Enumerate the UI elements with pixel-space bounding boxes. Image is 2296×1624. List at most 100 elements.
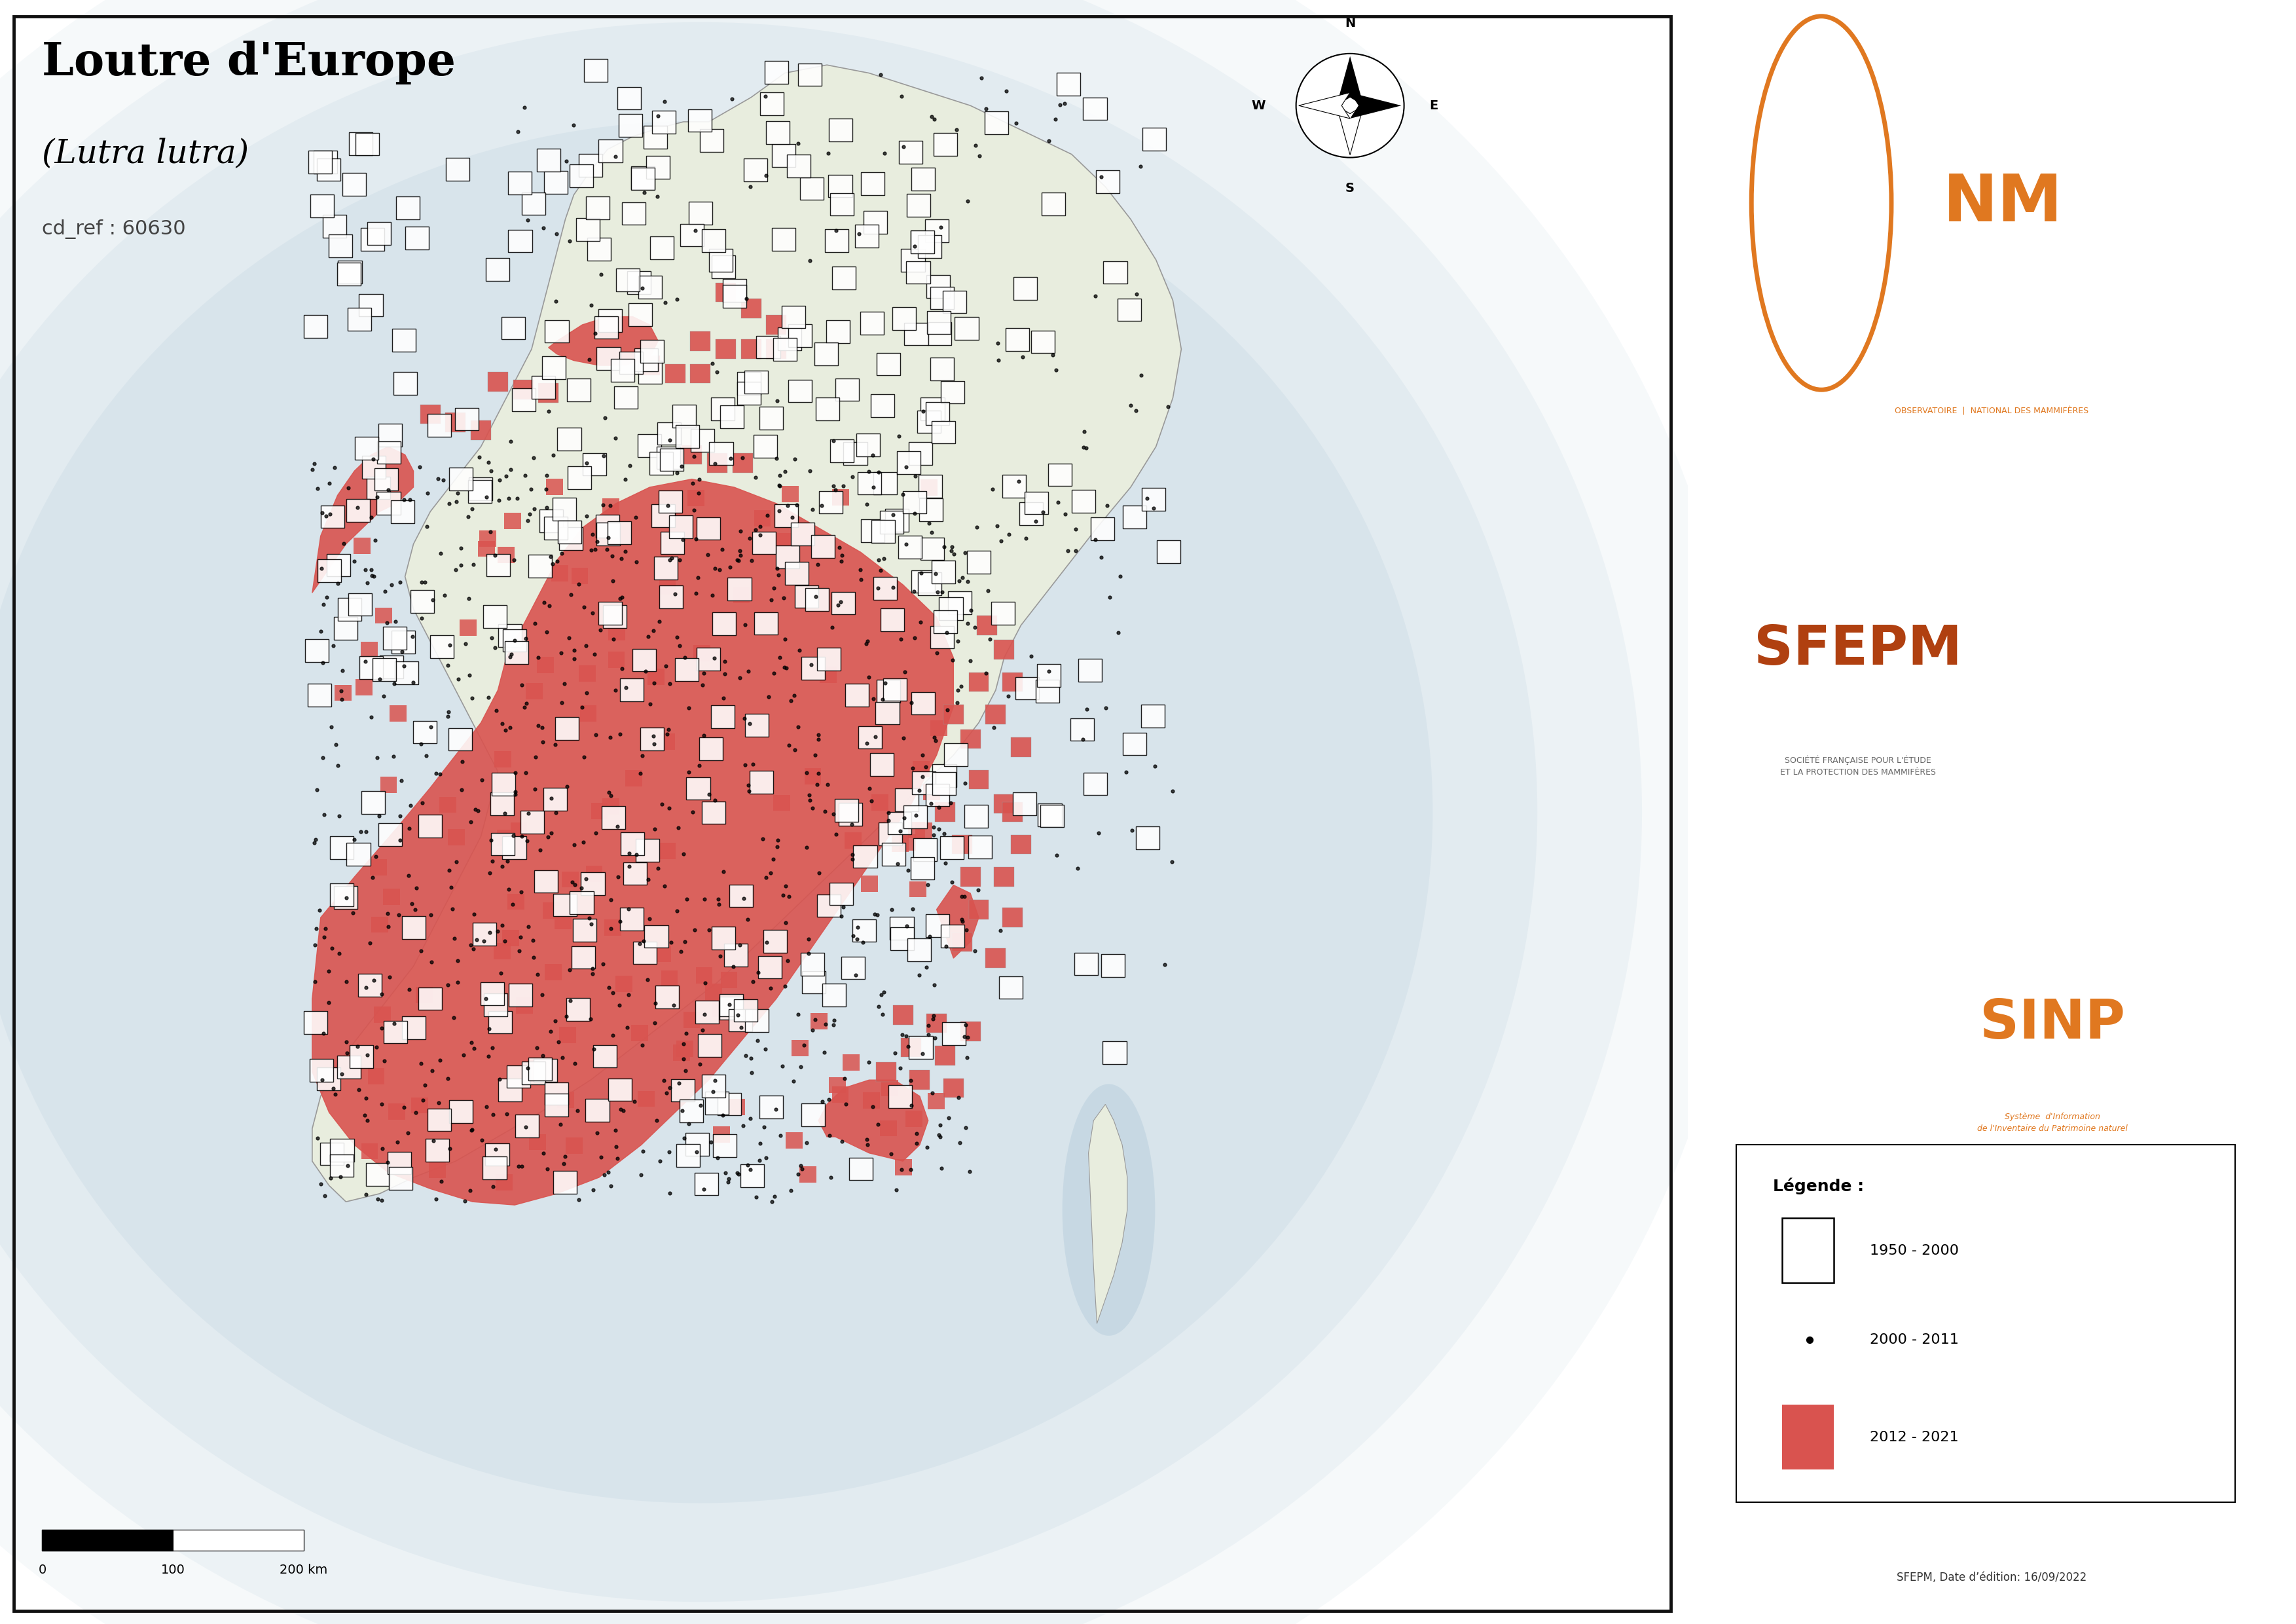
Bar xyxy=(994,867,1015,887)
Bar xyxy=(620,833,645,856)
Point xyxy=(595,979,631,1005)
Point xyxy=(638,1108,675,1134)
Point xyxy=(308,1182,344,1208)
Point xyxy=(360,1186,397,1212)
Point xyxy=(370,477,406,503)
Bar xyxy=(902,490,925,513)
Point xyxy=(507,625,544,651)
Bar xyxy=(537,656,553,672)
Point xyxy=(496,822,533,848)
Point xyxy=(540,1030,576,1056)
Bar xyxy=(393,330,416,352)
Point xyxy=(1088,492,1125,518)
Point xyxy=(517,611,553,637)
Point xyxy=(863,983,900,1009)
Bar xyxy=(994,640,1015,659)
Point xyxy=(730,710,767,736)
Bar xyxy=(652,110,675,133)
Point xyxy=(680,752,716,778)
Point xyxy=(328,1039,365,1065)
Point xyxy=(1153,848,1189,874)
Point xyxy=(912,510,948,536)
Bar xyxy=(776,546,799,568)
Point xyxy=(804,1088,840,1114)
Point xyxy=(354,557,390,583)
Bar xyxy=(810,1013,827,1030)
Point xyxy=(882,818,918,844)
Bar xyxy=(723,279,746,302)
Point xyxy=(657,581,693,607)
Point xyxy=(482,1065,519,1091)
Bar xyxy=(657,447,680,469)
Point xyxy=(847,630,884,656)
Point xyxy=(870,799,907,825)
Point xyxy=(723,542,760,568)
Polygon shape xyxy=(1336,106,1364,154)
Text: 1950 - 2000: 1950 - 2000 xyxy=(1871,1244,1958,1257)
Point xyxy=(767,654,804,680)
Point xyxy=(684,672,721,698)
Bar xyxy=(631,1025,647,1041)
Point xyxy=(859,1111,895,1137)
Bar xyxy=(994,794,1015,814)
Point xyxy=(659,624,696,650)
Point xyxy=(916,822,953,848)
Point xyxy=(549,1004,585,1030)
Bar xyxy=(1056,73,1081,96)
Point xyxy=(528,1156,565,1182)
Point xyxy=(356,564,393,590)
Point xyxy=(335,549,372,575)
Bar xyxy=(608,521,631,544)
Bar xyxy=(838,802,863,825)
Bar xyxy=(390,500,413,523)
Point xyxy=(308,585,344,611)
Point xyxy=(696,450,732,476)
Point xyxy=(533,786,569,812)
Bar xyxy=(528,1134,546,1150)
Bar xyxy=(879,609,905,632)
Point xyxy=(735,970,771,996)
Point xyxy=(590,525,627,551)
Bar xyxy=(473,922,496,945)
Point xyxy=(549,773,585,799)
Point xyxy=(843,567,879,593)
Point xyxy=(482,468,519,494)
Point xyxy=(886,724,923,750)
Bar xyxy=(712,255,735,278)
Bar xyxy=(1072,490,1095,513)
Point xyxy=(551,227,588,253)
Bar xyxy=(923,784,939,801)
Point xyxy=(409,742,445,768)
Point xyxy=(852,788,889,814)
Bar xyxy=(684,1134,709,1156)
Bar xyxy=(716,283,735,302)
Point xyxy=(863,557,900,583)
Point xyxy=(739,1028,776,1054)
Point xyxy=(360,666,397,692)
Bar xyxy=(501,317,526,339)
Bar xyxy=(498,830,514,846)
Bar xyxy=(907,939,930,961)
Bar xyxy=(510,822,528,838)
Point xyxy=(572,905,608,931)
Bar xyxy=(365,1163,390,1186)
Point xyxy=(1130,486,1166,512)
Point xyxy=(321,677,358,703)
Point xyxy=(907,754,944,780)
Bar xyxy=(379,656,404,679)
Bar xyxy=(854,224,879,247)
Bar xyxy=(542,903,560,919)
Bar xyxy=(395,661,418,684)
Point xyxy=(1058,856,1095,882)
Point xyxy=(439,848,475,874)
Point xyxy=(806,797,843,823)
Bar xyxy=(556,716,579,739)
Point xyxy=(776,682,813,708)
Bar xyxy=(310,195,333,218)
Point xyxy=(918,640,955,666)
Point xyxy=(948,1044,985,1070)
Point xyxy=(921,794,957,820)
Bar xyxy=(638,276,661,299)
Bar xyxy=(898,536,923,559)
Point xyxy=(891,1067,928,1093)
